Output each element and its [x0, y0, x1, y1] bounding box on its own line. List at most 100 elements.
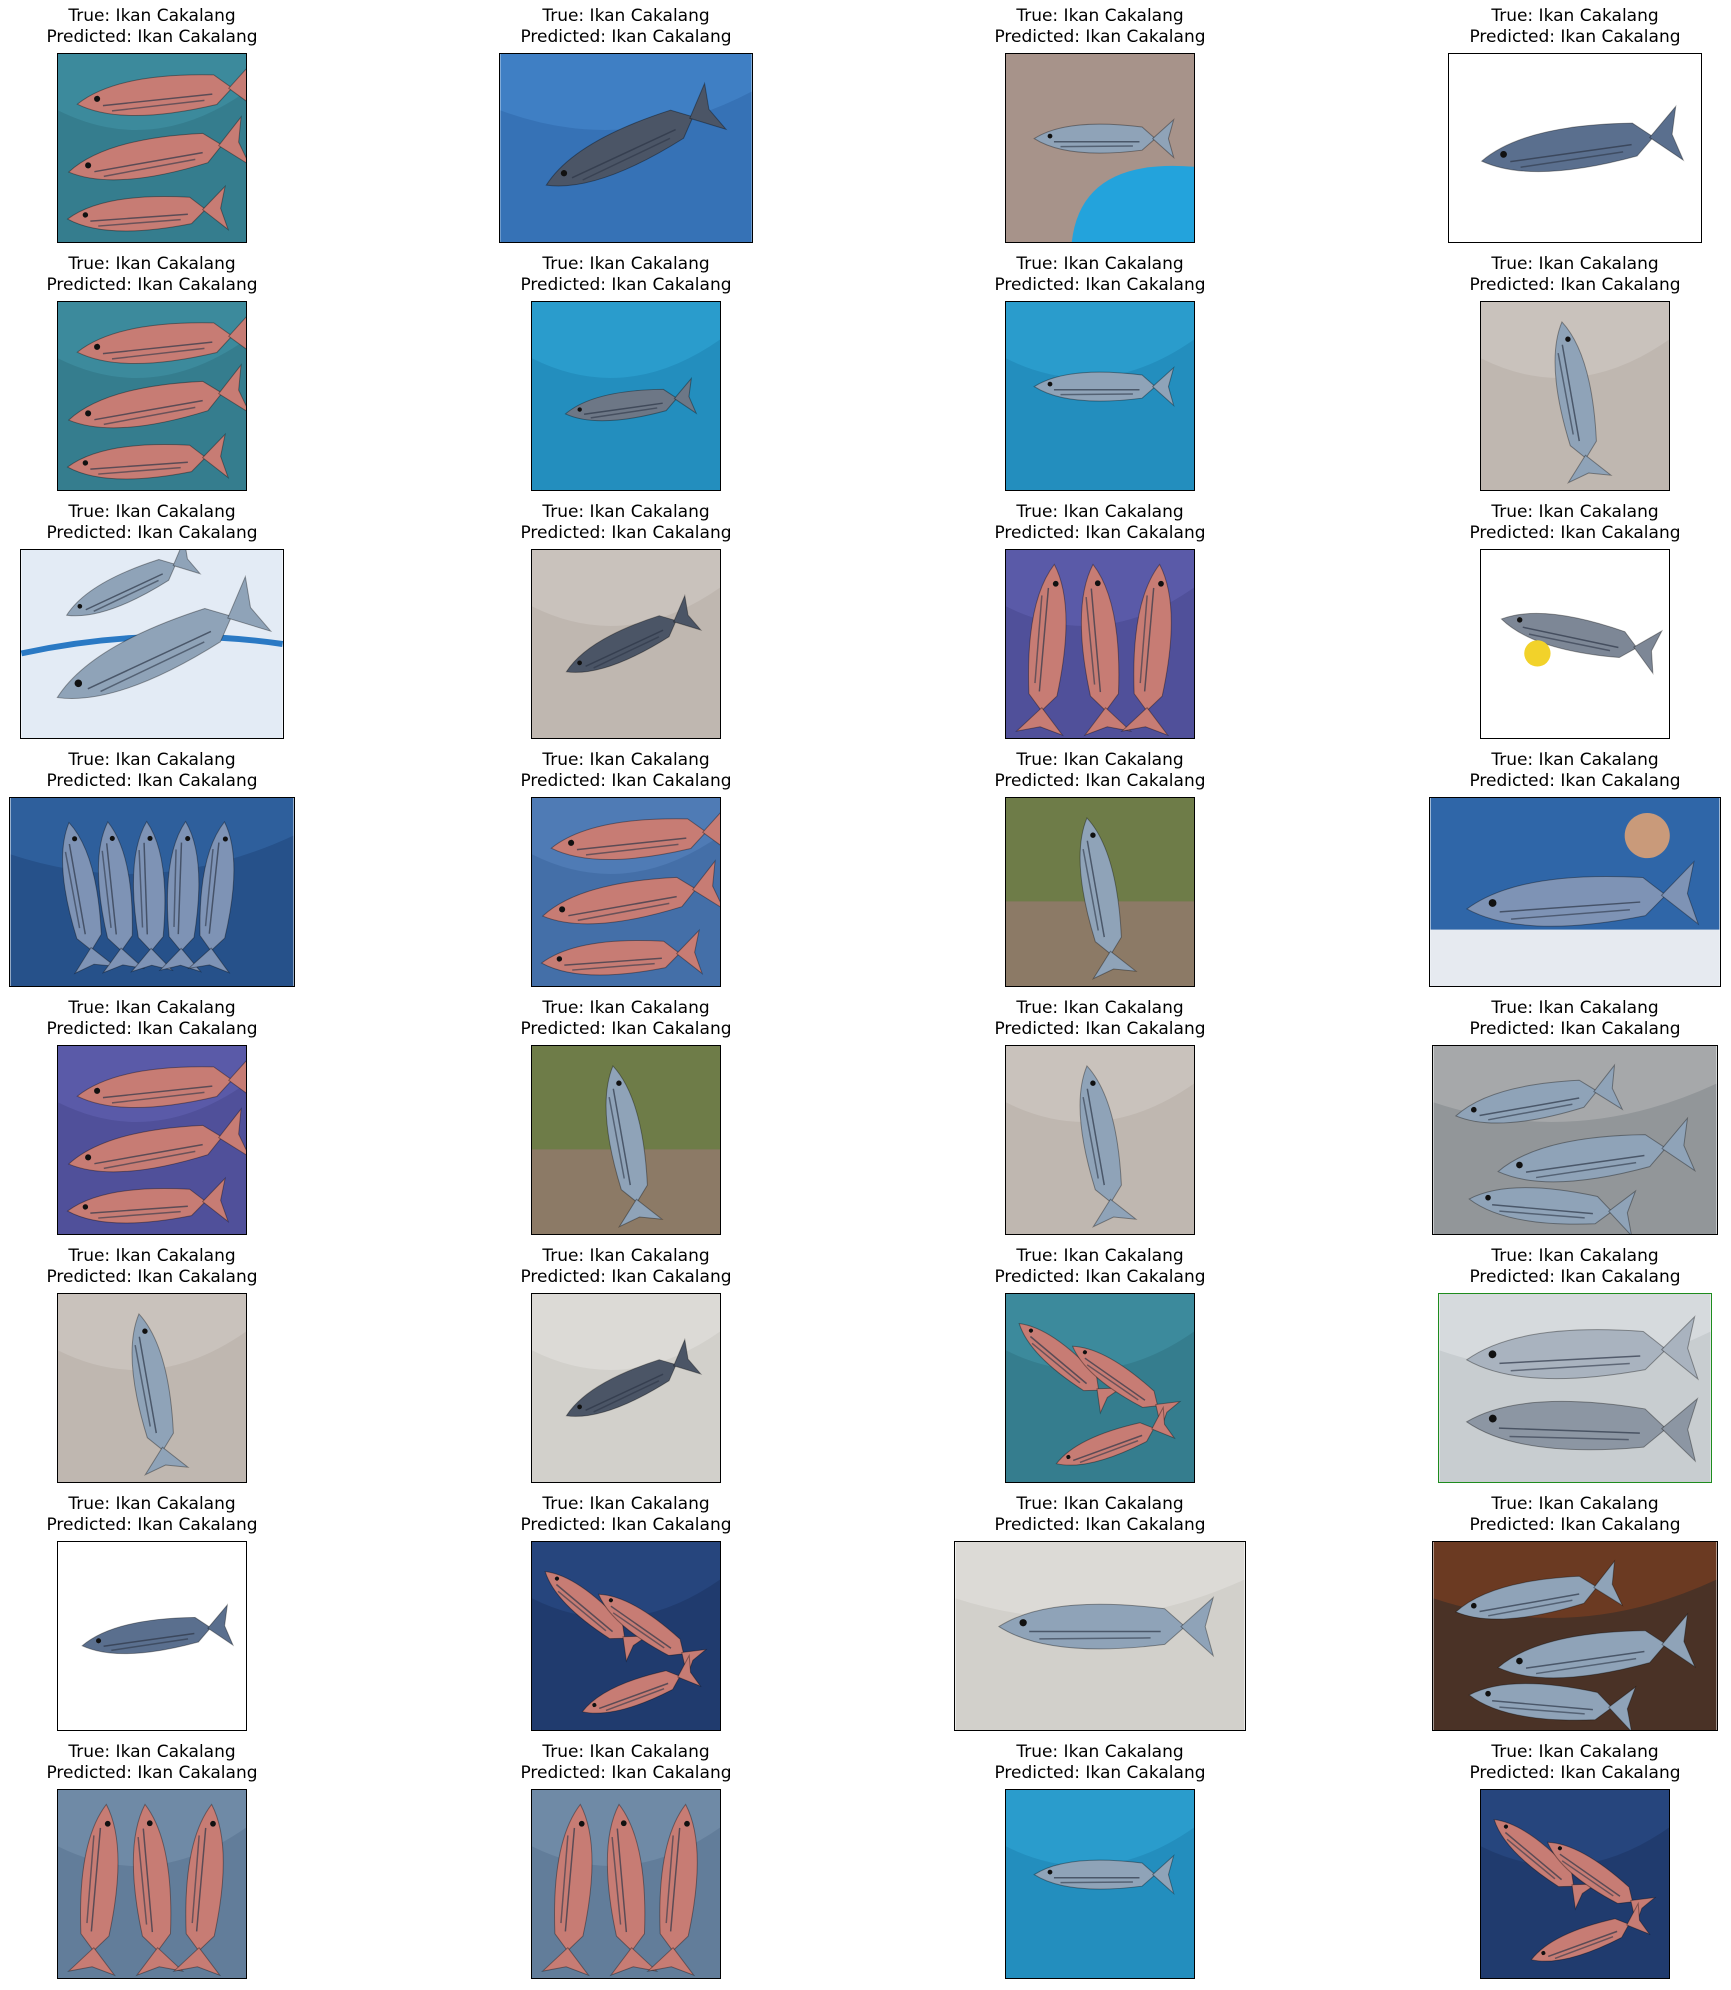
true-label: True: Ikan Cakalang	[542, 1494, 710, 1514]
prediction-tile: True: Ikan Cakalang Predicted: Ikan Cakal…	[476, 1494, 776, 1731]
photo-wrapper	[1448, 53, 1702, 243]
prediction-tile: True: Ikan Cakalang Predicted: Ikan Cakal…	[1425, 1246, 1725, 1483]
true-label: True: Ikan Cakalang	[542, 750, 710, 770]
prediction-tile: True: Ikan Cakalang Predicted: Ikan Cakal…	[950, 1494, 1250, 1731]
fish-photo	[1432, 1541, 1718, 1731]
predicted-label: Predicted: Ikan Cakalang	[46, 1267, 258, 1287]
photo-wrapper	[1005, 549, 1195, 739]
photo-wrapper	[499, 53, 753, 243]
predicted-label: Predicted: Ikan Cakalang	[520, 771, 732, 791]
predicted-label: Predicted: Ikan Cakalang	[46, 523, 258, 543]
photo-wrapper	[1005, 1045, 1195, 1235]
prediction-tile: True: Ikan Cakalang Predicted: Ikan Cakal…	[1425, 254, 1725, 491]
predicted-label: Predicted: Ikan Cakalang	[994, 1763, 1206, 1783]
true-label: True: Ikan Cakalang	[1491, 1494, 1659, 1514]
predicted-label: Predicted: Ikan Cakalang	[994, 275, 1206, 295]
fish-photo	[531, 1789, 721, 1979]
photo-wrapper	[531, 301, 721, 491]
photo-wrapper	[1432, 1045, 1718, 1235]
true-label: True: Ikan Cakalang	[1016, 6, 1184, 26]
prediction-tile: True: Ikan Cakalang Predicted: Ikan Cakal…	[476, 1742, 776, 1979]
prediction-tile: True: Ikan Cakalang Predicted: Ikan Cakal…	[2, 998, 302, 1235]
predicted-label: Predicted: Ikan Cakalang	[994, 771, 1206, 791]
prediction-tile: True: Ikan Cakalang Predicted: Ikan Cakal…	[1425, 502, 1725, 739]
fish-photo	[531, 1293, 721, 1483]
prediction-tile: True: Ikan Cakalang Predicted: Ikan Cakal…	[950, 1246, 1250, 1483]
true-label: True: Ikan Cakalang	[1016, 1742, 1184, 1762]
fish-photo	[1480, 549, 1670, 739]
true-label: True: Ikan Cakalang	[542, 502, 710, 522]
predicted-label: Predicted: Ikan Cakalang	[46, 1763, 258, 1783]
true-label: True: Ikan Cakalang	[1491, 1246, 1659, 1266]
photo-wrapper	[531, 1045, 721, 1235]
photo-wrapper	[531, 1789, 721, 1979]
true-label: True: Ikan Cakalang	[68, 502, 236, 522]
prediction-tile: True: Ikan Cakalang Predicted: Ikan Cakal…	[950, 750, 1250, 987]
photo-wrapper	[9, 797, 295, 987]
predicted-label: Predicted: Ikan Cakalang	[1469, 523, 1681, 543]
fish-photo	[1448, 53, 1702, 243]
fish-photo	[531, 797, 721, 987]
predicted-label: Predicted: Ikan Cakalang	[520, 523, 732, 543]
fish-photo	[1005, 53, 1195, 243]
prediction-tile: True: Ikan Cakalang Predicted: Ikan Cakal…	[2, 1494, 302, 1731]
photo-wrapper	[57, 53, 247, 243]
fish-photo	[57, 53, 247, 243]
true-label: True: Ikan Cakalang	[68, 998, 236, 1018]
fish-photo	[1005, 1789, 1195, 1979]
fish-photo	[57, 1541, 247, 1731]
true-label: True: Ikan Cakalang	[68, 1494, 236, 1514]
fish-photo	[499, 53, 753, 243]
photo-wrapper	[1005, 53, 1195, 243]
predicted-label: Predicted: Ikan Cakalang	[520, 27, 732, 47]
photo-wrapper	[1480, 1789, 1670, 1979]
photo-wrapper	[531, 1293, 721, 1483]
photo-wrapper	[57, 1293, 247, 1483]
predicted-label: Predicted: Ikan Cakalang	[46, 1019, 258, 1039]
predicted-label: Predicted: Ikan Cakalang	[46, 1515, 258, 1535]
photo-wrapper	[1005, 797, 1195, 987]
fish-photo	[1005, 1293, 1195, 1483]
prediction-tile: True: Ikan Cakalang Predicted: Ikan Cakal…	[476, 6, 776, 243]
predicted-label: Predicted: Ikan Cakalang	[1469, 27, 1681, 47]
predicted-label: Predicted: Ikan Cakalang	[1469, 771, 1681, 791]
prediction-tile: True: Ikan Cakalang Predicted: Ikan Cakal…	[2, 1742, 302, 1979]
predicted-label: Predicted: Ikan Cakalang	[46, 27, 258, 47]
predicted-label: Predicted: Ikan Cakalang	[46, 771, 258, 791]
photo-wrapper	[20, 549, 284, 739]
prediction-tile: True: Ikan Cakalang Predicted: Ikan Cakal…	[950, 254, 1250, 491]
predicted-label: Predicted: Ikan Cakalang	[46, 275, 258, 295]
predicted-label: Predicted: Ikan Cakalang	[994, 1019, 1206, 1039]
prediction-tile: True: Ikan Cakalang Predicted: Ikan Cakal…	[2, 6, 302, 243]
prediction-tile: True: Ikan Cakalang Predicted: Ikan Cakal…	[1425, 1742, 1725, 1979]
prediction-tile: True: Ikan Cakalang Predicted: Ikan Cakal…	[1425, 750, 1725, 987]
prediction-tile: True: Ikan Cakalang Predicted: Ikan Cakal…	[2, 502, 302, 739]
fish-photo	[20, 549, 284, 739]
true-label: True: Ikan Cakalang	[542, 1742, 710, 1762]
fish-photo	[1005, 797, 1195, 987]
prediction-tile: True: Ikan Cakalang Predicted: Ikan Cakal…	[2, 1246, 302, 1483]
true-label: True: Ikan Cakalang	[68, 1246, 236, 1266]
true-label: True: Ikan Cakalang	[1016, 502, 1184, 522]
true-label: True: Ikan Cakalang	[1016, 750, 1184, 770]
fish-photo	[1432, 1045, 1718, 1235]
fish-photo	[1429, 797, 1721, 987]
predicted-label: Predicted: Ikan Cakalang	[520, 1763, 732, 1783]
predicted-label: Predicted: Ikan Cakalang	[1469, 275, 1681, 295]
true-label: True: Ikan Cakalang	[542, 254, 710, 274]
true-label: True: Ikan Cakalang	[1491, 998, 1659, 1018]
true-label: True: Ikan Cakalang	[1491, 750, 1659, 770]
photo-wrapper	[1432, 1541, 1718, 1731]
photo-wrapper	[57, 301, 247, 491]
predicted-label: Predicted: Ikan Cakalang	[1469, 1763, 1681, 1783]
prediction-tile: True: Ikan Cakalang Predicted: Ikan Cakal…	[950, 502, 1250, 739]
predicted-label: Predicted: Ikan Cakalang	[994, 1267, 1206, 1287]
fish-photo	[1005, 549, 1195, 739]
fish-photo	[531, 549, 721, 739]
predicted-label: Predicted: Ikan Cakalang	[520, 275, 732, 295]
prediction-tile: True: Ikan Cakalang Predicted: Ikan Cakal…	[2, 254, 302, 491]
fish-photo	[57, 1045, 247, 1235]
prediction-tile: True: Ikan Cakalang Predicted: Ikan Cakal…	[476, 750, 776, 987]
prediction-tile: True: Ikan Cakalang Predicted: Ikan Cakal…	[1425, 998, 1725, 1235]
prediction-tile: True: Ikan Cakalang Predicted: Ikan Cakal…	[950, 998, 1250, 1235]
